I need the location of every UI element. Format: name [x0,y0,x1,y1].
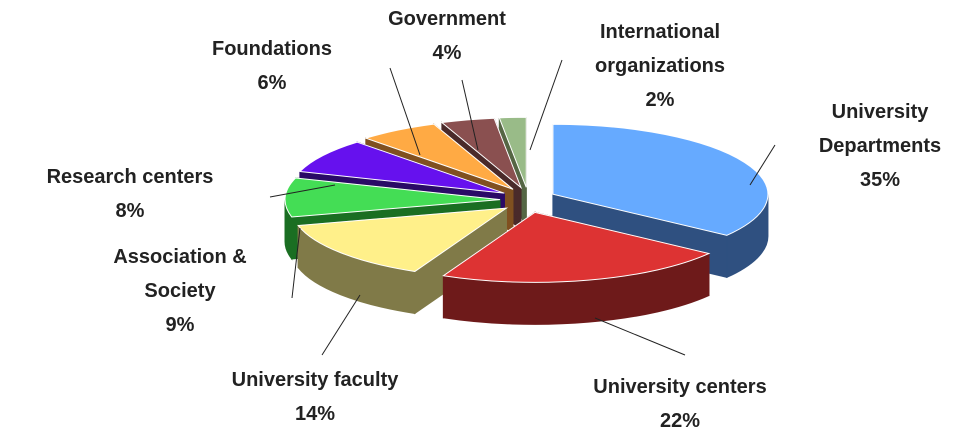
value-label: 6% [257,72,287,94]
slice [498,116,527,188]
value-label: 22% [659,410,701,432]
slice-label: Research centers 8% [0,160,265,228]
value-label: 14% [294,403,336,425]
category-label: University centers [593,376,767,398]
value-label: 9% [165,314,195,336]
slice [284,177,501,218]
slice [440,117,523,190]
category-label: University faculty [231,369,399,391]
leader-line [461,79,479,151]
leader-line [529,59,563,151]
category-label: Foundations [212,38,332,60]
leader-line [269,184,336,198]
value-label: 8% [115,200,145,222]
slice [442,211,711,283]
leader-line [291,227,301,299]
value-label: 35% [859,169,901,191]
leader-line [321,294,361,356]
slice-label: University Departments 35% [795,95,961,197]
slice-label: International organizations 2% [565,15,755,117]
category-label: Government [388,8,506,30]
leader-line [749,144,776,186]
category-label: Research centers [46,166,214,188]
category-label: University Departments [818,101,942,157]
category-label: International organizations [594,21,725,77]
category-label: Association & Society [113,246,247,302]
slice [298,141,505,194]
slice-label: Association & Society 9% [80,240,280,342]
slice-label: Government 4% [377,2,517,70]
value-label: 2% [645,89,675,111]
leader-line [389,67,421,156]
slice-label: University centers 22% [545,370,815,438]
leader-line [594,317,686,356]
value-label: 4% [432,42,462,64]
slice [552,123,769,236]
slice [364,123,514,190]
slice-label: University faculty 14% [180,363,450,431]
slice-label: Foundations 6% [182,32,362,100]
slice [297,207,509,272]
